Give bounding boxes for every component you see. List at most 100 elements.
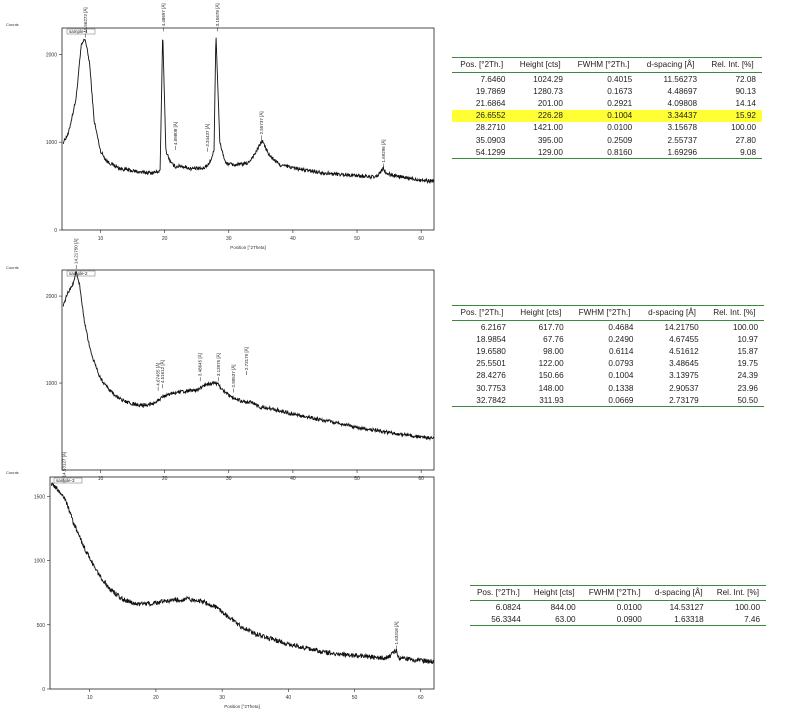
peak-label: 4.09808 [Å]	[172, 122, 178, 145]
x-tick-label: 10	[98, 236, 104, 242]
column-header: Pos. [°2Th.]	[470, 585, 527, 601]
table-cell: 100.00	[734, 602, 760, 612]
table-cell: 7.46	[709, 613, 766, 627]
table-cell: 3.13975	[669, 371, 699, 381]
table-row: 7.6460 1024.29 0.4015 11.56273 72.08	[452, 73, 762, 86]
table-cell: 0.4684	[608, 322, 634, 332]
peak-label: 4.67455 [Å]	[155, 363, 161, 386]
table-cell: 2.73179	[639, 394, 705, 408]
x-tick-label: 30	[219, 695, 225, 701]
table-cell: 1.69296	[638, 146, 704, 160]
table-cell: 15.92	[703, 109, 762, 122]
column-header: Height [cts]	[511, 57, 569, 73]
x-tick-label: 20	[153, 695, 159, 701]
table-cell: 3.48645	[669, 359, 699, 369]
y-tick-label: 1000	[46, 140, 57, 146]
table-cell: 14.14	[735, 98, 757, 108]
x-tick-label: 50	[352, 695, 358, 701]
table-cell: 122.00	[538, 359, 564, 369]
x-tick-label: 20	[162, 476, 168, 482]
table-cell: 2.90537	[669, 383, 699, 393]
peak-label: 2.73179 [Å]	[243, 347, 249, 370]
table-header-row: Pos. [°2Th.] Height [cts] FWHM [°2Th.] d-sp…	[470, 585, 766, 601]
table-cell: 226.28	[511, 109, 569, 122]
column-header: d-spacing [Å]	[647, 585, 710, 601]
table-cell: 30.7753	[476, 383, 506, 393]
table-cell: 19.7869	[475, 86, 506, 96]
table-row: 25.5501 122.00 0.0793 3.48645 19.75	[452, 358, 764, 370]
y-tick-label: 1000	[46, 381, 57, 387]
column-header: Height [cts]	[511, 305, 570, 321]
table-cell: 3.34437	[638, 109, 704, 122]
table-cell: 150.66	[538, 371, 564, 381]
table-cell: 28.4276	[476, 371, 506, 381]
xrd-chart-1: 0 1000 2000 10 20 30 40 50 60 Position [°2Theta] s…	[46, 3, 435, 250]
x-tick-label: 60	[418, 695, 424, 701]
column-header: FWHM [°2Th.]	[568, 57, 639, 73]
column-header: Height [cts]	[526, 585, 582, 601]
x-tick-label: 40	[290, 236, 296, 242]
x-tick-label: 30	[226, 236, 232, 242]
x-tick-label: 40	[290, 476, 296, 482]
table-cell: 7.6460	[480, 74, 506, 84]
plot-frame	[49, 476, 435, 690]
table-row: 6.0824 844.00 0.0100 14.53127 100.00	[470, 601, 766, 614]
table-cell: 0.0669	[569, 394, 640, 408]
table-cell: 0.1338	[608, 383, 634, 393]
table-cell: 50.50	[704, 394, 764, 408]
peak-label: 3.13975 [Å]	[215, 353, 221, 376]
table-cell: 4.09808	[667, 98, 698, 108]
table-cell: 56.3344	[470, 613, 527, 627]
table-cell: 0.4015	[607, 74, 633, 84]
y-tick-label: 500	[37, 623, 46, 629]
table-cell: 54.1299	[452, 146, 512, 160]
diffraction-trace	[62, 271, 435, 441]
y-tick-label: 0	[54, 228, 57, 234]
counts-label-1: Counts	[6, 22, 19, 27]
peak-label: 14.21750 [Å]	[73, 238, 79, 264]
table-cell: 2.55737	[667, 135, 698, 145]
table-cell: 1.63318	[647, 613, 710, 627]
column-header: Pos. [°2Th.]	[452, 57, 512, 73]
table-cell: 129.00	[511, 146, 569, 160]
table-cell: 19.6580	[476, 346, 506, 356]
table-cell: 0.8160	[568, 146, 639, 160]
table-cell: 72.08	[735, 74, 757, 84]
x-tick-label: 30	[226, 476, 232, 482]
table-cell: 19.75	[737, 359, 759, 369]
table-cell: 100.00	[730, 123, 756, 133]
table-cell: 0.2921	[607, 98, 633, 108]
counts-label-2: Counts	[6, 265, 19, 270]
table-row: 28.2710 1421.00 0.0100 3.15678 100.00	[452, 122, 762, 134]
table-header-row: Pos. [°2Th.] Height [cts] FWHM [°2Th.] d-sp…	[452, 305, 764, 321]
x-tick-label: 60	[418, 476, 424, 482]
x-axis-label: Position [°2Theta]	[224, 704, 260, 709]
table-cell: 395.00	[537, 135, 563, 145]
table-cell: 6.0824	[495, 602, 521, 612]
table-cell: 67.76	[543, 334, 564, 344]
x-axis-label: Position [°2Theta]	[230, 245, 266, 250]
table-cell: 0.0793	[608, 359, 634, 369]
table-cell: 0.1004	[568, 109, 639, 122]
column-header: d-spacing [Å]	[638, 57, 704, 73]
peak-table-2: Pos. [°2Th.] Height [cts] FWHM [°2Th.] d-sp…	[452, 305, 764, 408]
y-tick-label: 0	[42, 687, 45, 693]
table-cell: 35.0903	[475, 135, 506, 145]
table-cell: 15.87	[737, 346, 759, 356]
plot-frame	[61, 27, 435, 231]
table-cell: 311.93	[511, 394, 570, 408]
table-row: 19.6580 98.00 0.6114 4.51612 15.87	[452, 345, 764, 357]
column-header: d-spacing [Å]	[639, 305, 705, 321]
table-row: 35.0903 395.00 0.2509 2.55737 27.80	[452, 134, 762, 146]
table-cell: 617.70	[538, 322, 564, 332]
legend-box	[66, 28, 96, 35]
table-cell: 10.97	[737, 334, 759, 344]
table-cell: 0.2509	[607, 135, 633, 145]
table-cell: 23.96	[737, 383, 759, 393]
x-tick-label: 50	[354, 476, 360, 482]
table-header-row: Pos. [°2Th.] Height [cts] FWHM [°2Th.] d-sp…	[452, 57, 762, 73]
table-cell: 100.00	[732, 322, 758, 332]
peak-label: 3.34437 [Å]	[204, 124, 210, 147]
peak-label: 3.15678 [Å]	[214, 3, 220, 26]
table-cell: 201.00	[537, 98, 563, 108]
